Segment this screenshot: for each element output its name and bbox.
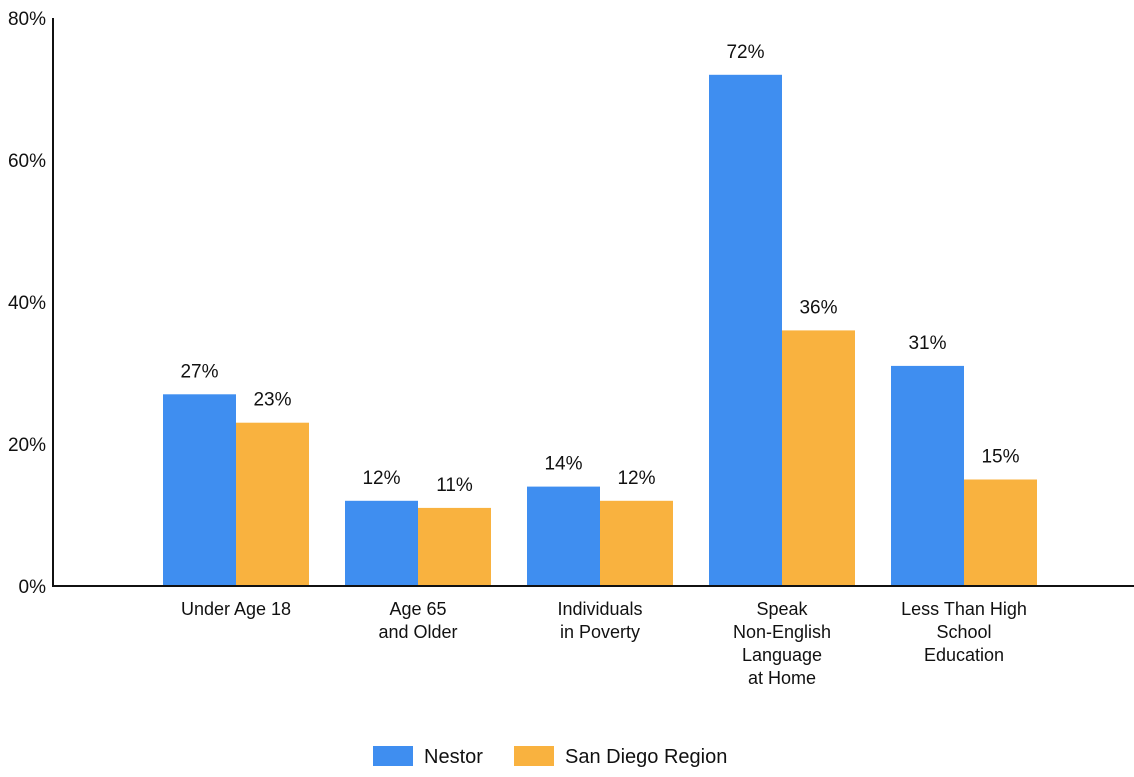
legend-swatch bbox=[373, 746, 413, 766]
bar-san-diego-region bbox=[600, 500, 673, 586]
bar-value-label: 11% bbox=[436, 475, 473, 496]
legend-label: San Diego Region bbox=[565, 746, 727, 768]
x-category-label: Under Age 18 bbox=[181, 599, 291, 619]
bar-value-label: 23% bbox=[253, 390, 291, 411]
x-category-label: Individuals in Poverty bbox=[557, 599, 642, 642]
bar-value-label: 14% bbox=[544, 454, 582, 475]
bar-nestor bbox=[527, 486, 600, 586]
x-category-label: Age 65 and Older bbox=[378, 599, 457, 642]
x-category-label-line: Education bbox=[924, 645, 1004, 665]
legend-label: Nestor bbox=[424, 746, 483, 768]
bar-san-diego-region bbox=[964, 479, 1037, 586]
y-tick-label: 80% bbox=[8, 9, 46, 30]
x-category-label-line: Speak bbox=[756, 599, 808, 619]
y-tick-label: 0% bbox=[19, 577, 47, 598]
axes bbox=[52, 18, 1134, 587]
y-axis-ticks: 0% 20% 40% 60% 80% bbox=[8, 9, 46, 598]
bar-value-label: 27% bbox=[180, 361, 218, 382]
bar-value-label: 12% bbox=[362, 468, 400, 489]
x-category-label-line: in Poverty bbox=[560, 622, 640, 642]
y-tick-label: 20% bbox=[8, 435, 46, 456]
x-category-label: Less Than High School Education bbox=[901, 599, 1027, 665]
x-category-label-line: Age 65 bbox=[389, 599, 446, 619]
bar-nestor bbox=[345, 500, 418, 586]
bar-value-label: 72% bbox=[726, 42, 764, 63]
x-category-label: Speak Non-English Language at Home bbox=[733, 599, 831, 688]
bar-value-label: 31% bbox=[908, 333, 946, 354]
legend: Nestor San Diego Region bbox=[373, 746, 727, 768]
data-labels: 27% 23% 12% 11% 14% 12% 72% 36% 31% 15% bbox=[180, 42, 1019, 496]
x-category-label-line: School bbox=[936, 622, 991, 642]
bar-san-diego-region bbox=[236, 422, 309, 586]
x-category-label-line: Non-English bbox=[733, 622, 831, 642]
bar-value-label: 36% bbox=[799, 297, 837, 318]
bars bbox=[163, 74, 1037, 587]
y-tick-label: 60% bbox=[8, 151, 46, 172]
y-tick-label: 40% bbox=[8, 293, 46, 314]
bar-nestor bbox=[163, 394, 236, 586]
x-category-label-line: and Older bbox=[378, 622, 457, 642]
x-category-label-line: Under Age 18 bbox=[181, 599, 291, 619]
bar-nestor bbox=[891, 365, 964, 586]
bar-value-label: 15% bbox=[981, 447, 1019, 468]
x-category-label-line: at Home bbox=[748, 668, 816, 688]
legend-swatch bbox=[514, 746, 554, 766]
bar-san-diego-region bbox=[782, 330, 855, 586]
x-category-label-line: Language bbox=[742, 645, 822, 665]
bar-nestor bbox=[709, 74, 782, 587]
x-category-label-line: Less Than High bbox=[901, 599, 1027, 619]
bar-san-diego-region bbox=[418, 507, 491, 586]
bar-value-label: 12% bbox=[617, 468, 655, 489]
x-category-label-line: Individuals bbox=[557, 599, 642, 619]
x-axis-categories: Under Age 18 Age 65 and Older Individuals in… bbox=[181, 599, 1027, 688]
